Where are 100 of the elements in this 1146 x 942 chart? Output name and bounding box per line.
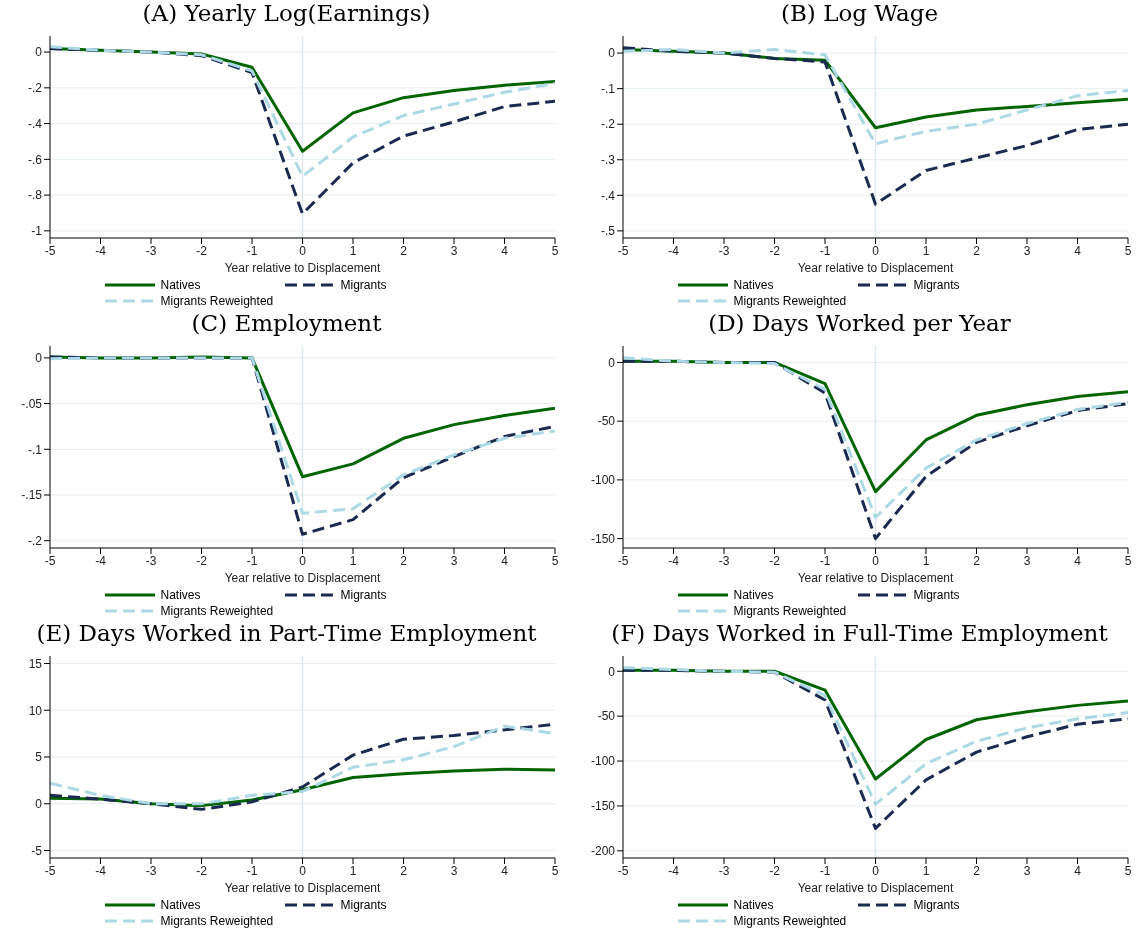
x-tick-label: 3 <box>1023 243 1031 258</box>
chart-title: (E) Days Worked in Part-Time Employment <box>35 620 538 648</box>
x-tick-label: 5 <box>1124 553 1132 568</box>
y-tick-label: 0 <box>608 664 616 679</box>
x-tick-label: 3 <box>1023 553 1031 568</box>
y-tick-label: -.5 <box>600 224 616 239</box>
y-tick-label: -150 <box>590 531 616 546</box>
y-tick-label: 0 <box>608 355 616 370</box>
y-tick-label: -50 <box>597 709 616 724</box>
legend-label: Natives <box>733 278 774 292</box>
x-tick-label: -3 <box>145 553 157 568</box>
x-tick-label: 0 <box>299 863 307 878</box>
y-tick-label: 0 <box>608 46 616 61</box>
x-tick-label: 5 <box>551 863 559 878</box>
legend-label: Migrants <box>340 588 387 602</box>
chart-title: (C) Employment <box>190 310 383 338</box>
y-tick-label: -.4 <box>600 188 616 203</box>
x-tick-label: -4 <box>95 553 107 568</box>
x-tick-label: 0 <box>872 553 880 568</box>
x-tick-label: 5 <box>551 243 559 258</box>
y-tick-label: -50 <box>597 414 616 429</box>
y-tick-label: -.1 <box>27 442 43 457</box>
x-tick-label: 3 <box>450 553 458 568</box>
x-tick-label: 5 <box>1124 243 1132 258</box>
x-tick-label: -2 <box>769 863 781 878</box>
x-tick-label: 2 <box>973 243 981 258</box>
x-tick-label: -2 <box>769 243 781 258</box>
x-tick-label: -3 <box>145 243 157 258</box>
x-tick-label: 2 <box>973 553 981 568</box>
line-series <box>623 48 1128 146</box>
x-tick-label: 2 <box>400 243 408 258</box>
y-tick-label: 10 <box>28 703 43 718</box>
line-series <box>623 666 1128 806</box>
x-axis-title: Year relative to Displacement <box>224 881 381 895</box>
y-tick-label: 0 <box>35 351 43 366</box>
x-tick-label: -3 <box>718 243 730 258</box>
x-tick-label: 1 <box>922 863 930 878</box>
legend-label: Migrants Reweighted <box>733 294 847 308</box>
y-tick-label: -.2 <box>27 533 43 548</box>
y-tick-label: -100 <box>590 473 616 488</box>
x-tick-label: 5 <box>1124 863 1132 878</box>
x-tick-label: 4 <box>1074 243 1082 258</box>
legend-label: Natives <box>733 898 774 912</box>
x-tick-label: 1 <box>349 243 357 258</box>
y-tick-label: -.8 <box>27 188 43 203</box>
x-tick-label: 0 <box>299 243 307 258</box>
legend-label: Migrants <box>913 898 960 912</box>
legend-label: Migrants <box>340 278 387 292</box>
y-tick-label: 0 <box>35 45 43 60</box>
y-tick-label: 0 <box>35 797 43 812</box>
x-tick-label: 0 <box>872 863 880 878</box>
y-tick-label: -.2 <box>600 117 616 132</box>
x-tick-label: -4 <box>668 243 680 258</box>
chart-title: (A) Yearly Log(Earnings) <box>141 0 432 28</box>
x-axis-title: Year relative to Displacement <box>224 571 381 585</box>
x-tick-label: -3 <box>145 863 157 878</box>
x-tick-label: -1 <box>819 553 831 568</box>
x-tick-label: -1 <box>819 863 831 878</box>
legend-label: Migrants Reweighted <box>733 604 847 618</box>
legend-label: Natives <box>733 588 774 602</box>
chart-title: (F) Days Worked in Full-Time Employment <box>610 620 1109 648</box>
x-tick-label: 4 <box>1074 553 1082 568</box>
y-tick-label: -.3 <box>600 153 616 168</box>
line-series <box>50 47 555 216</box>
line-series <box>623 668 1128 830</box>
x-tick-label: 4 <box>501 553 509 568</box>
legend-label: Migrants Reweighted <box>160 914 274 928</box>
y-tick-label: -100 <box>590 754 616 769</box>
x-tick-label: -2 <box>196 553 208 568</box>
legend-label: Migrants Reweighted <box>733 914 847 928</box>
x-tick-label: -4 <box>95 243 107 258</box>
x-tick-label: 5 <box>551 553 559 568</box>
x-axis-title: Year relative to Displacement <box>224 261 381 275</box>
legend-label: Natives <box>160 278 201 292</box>
x-tick-label: 3 <box>450 863 458 878</box>
x-tick-label: -2 <box>769 553 781 568</box>
x-tick-label: 1 <box>349 863 357 878</box>
x-axis-title: Year relative to Displacement <box>797 571 954 585</box>
x-tick-label: -4 <box>668 863 680 878</box>
chart-title: (B) Log Wage <box>780 0 939 28</box>
y-tick-label: -.2 <box>27 81 43 96</box>
y-tick-label: 5 <box>35 750 43 765</box>
x-tick-label: -1 <box>246 553 258 568</box>
x-tick-label: 1 <box>349 553 357 568</box>
y-tick-label: -200 <box>590 844 616 859</box>
x-axis-title: Year relative to Displacement <box>797 881 954 895</box>
legend-label: Migrants Reweighted <box>160 294 274 308</box>
x-tick-label: 4 <box>1074 863 1082 878</box>
y-tick-label: -.6 <box>27 152 43 167</box>
y-tick-label: -.1 <box>600 81 616 96</box>
y-tick-label: -1 <box>31 224 43 239</box>
legend-label: Migrants <box>913 588 960 602</box>
x-tick-label: -4 <box>95 863 107 878</box>
x-tick-label: 2 <box>400 863 408 878</box>
y-tick-label: -.05 <box>21 396 43 411</box>
x-tick-label: 1 <box>922 243 930 258</box>
legend-label: Migrants Reweighted <box>160 604 274 618</box>
y-tick-label: -.4 <box>27 116 43 131</box>
x-tick-label: 3 <box>1023 863 1031 878</box>
x-tick-label: 1 <box>922 553 930 568</box>
